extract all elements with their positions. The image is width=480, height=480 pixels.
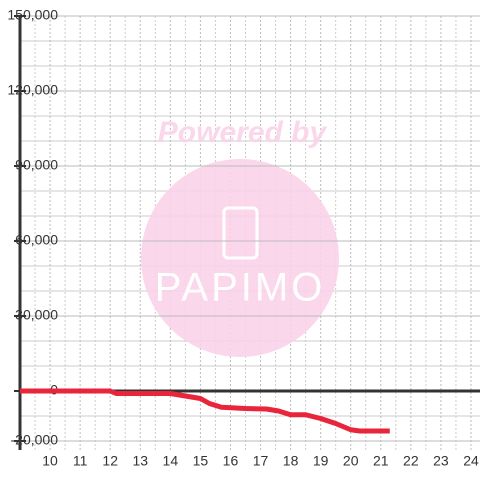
y-tick-label: 90,000 [15, 157, 58, 173]
watermark: Powered by PAPIMO [141, 116, 339, 357]
x-tick-label: 13 [132, 453, 148, 469]
x-tick-label: 10 [42, 453, 58, 469]
y-tick-label: -20,000 [11, 432, 59, 448]
x-tick-label: 24 [463, 453, 479, 469]
watermark-logo: PAPIMO [155, 266, 326, 310]
x-tick-label: 17 [253, 453, 269, 469]
data-line [20, 388, 390, 434]
x-tick-label: 12 [102, 453, 118, 469]
y-tick-label: 120,000 [7, 82, 58, 98]
x-tick-label: 20 [343, 453, 359, 469]
watermark-text: Powered by [158, 116, 328, 149]
watermark-phone [222, 206, 259, 260]
x-tick-label: 18 [283, 453, 299, 469]
x-tick-label: 23 [433, 453, 449, 469]
x-tick-label: 14 [163, 453, 179, 469]
x-tick-label: 15 [193, 453, 209, 469]
x-tick-label: 16 [223, 453, 239, 469]
y-tick-label: 150,000 [7, 7, 58, 23]
x-tick-label: 22 [403, 453, 419, 469]
x-tick-label: 11 [73, 453, 88, 469]
y-tick-label: 30,000 [15, 307, 58, 323]
y-tick-label: 60,000 [15, 232, 58, 248]
x-tick-label: 19 [313, 453, 329, 469]
x-tick-label: 21 [373, 453, 389, 469]
